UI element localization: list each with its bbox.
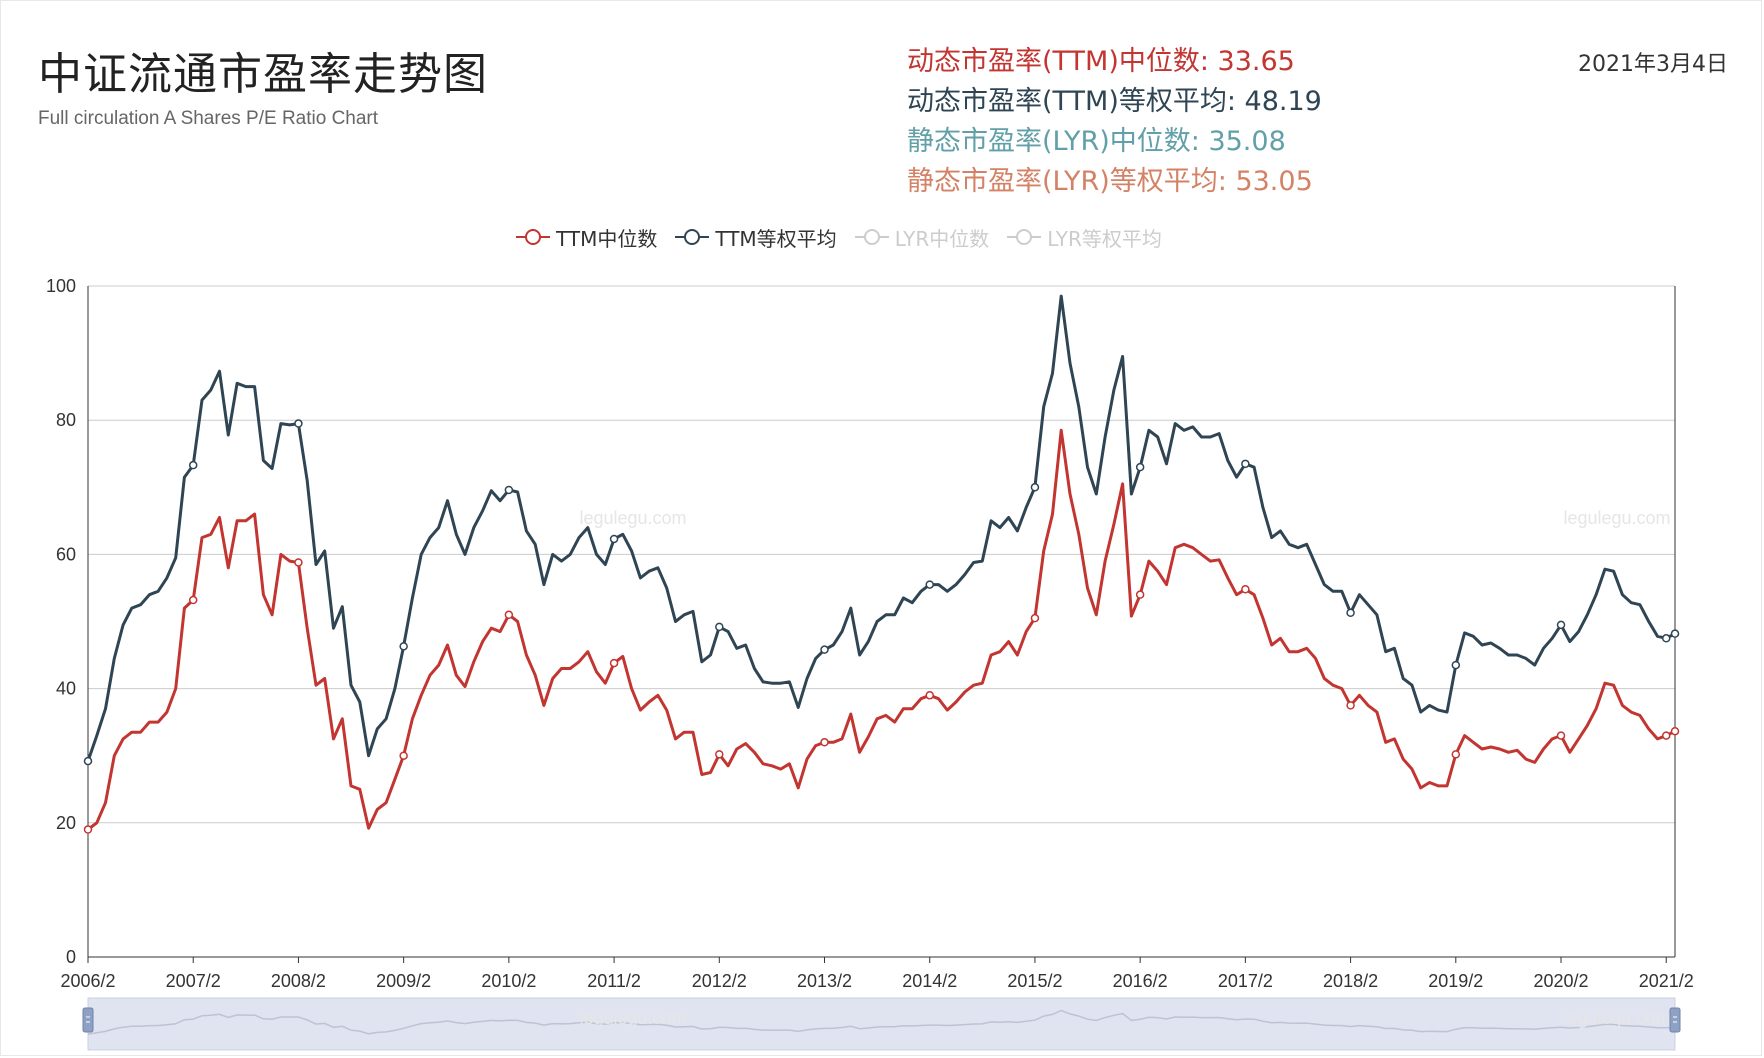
y-tick-label: 100 [46,276,76,296]
x-tick-label: 2017/2 [1218,971,1273,991]
x-tick-label: 2016/2 [1113,971,1168,991]
legend-line-circle-icon [516,229,550,245]
data-point [1451,660,1461,670]
x-tick-label: 2013/2 [797,971,852,991]
legend-item-ttm-median[interactable]: TTM中位数 [516,223,657,252]
data-point [1241,585,1250,594]
data-point [820,738,829,747]
data-point [83,756,93,766]
chart-title: 中证流通市盈率走势图 [38,49,488,100]
data-point [504,485,514,495]
x-tick-label: 2019/2 [1428,971,1483,991]
x-tick-label: 2014/2 [902,971,957,991]
watermark: legulegu.com [579,508,686,528]
summary-lyr-median: 静态市盈率(LYR)中位数: 35.08 [907,126,1286,157]
data-zoom-preview [87,1009,1676,1035]
legend-line-circle-icon [675,229,710,245]
legend-item-lyr-mean[interactable]: LYR等权平均 [1007,223,1162,252]
data-point [1346,701,1355,710]
legend-line-circle-icon [1007,229,1042,245]
data-point [1346,608,1355,618]
summary-stats: 动态市盈率(TTM)中位数: 33.65 动态市盈率(TTM)等权平均: 48.… [907,42,1322,202]
data-point [1661,731,1671,740]
data-point [1556,620,1566,630]
data-point [820,645,829,654]
y-tick-label: 20 [56,813,76,833]
y-tick-label: 60 [56,544,76,564]
legend-label: LYR等权平均 [1047,226,1162,251]
legend-item-ttm-mean[interactable]: TTM等权平均 [675,223,837,252]
data-point [609,658,619,668]
data-point [1135,590,1145,599]
data-point [925,580,934,589]
x-tick-label: 2006/2 [60,971,115,991]
data-point [83,825,93,834]
data-zoom-slider [87,997,1676,1051]
y-tick-label: 40 [56,679,76,699]
x-tick-label: 2007/2 [166,971,221,991]
chart-subtitle: Full circulation A Shares P/E Ratio Char… [38,108,379,129]
data-point [399,642,408,651]
data-point [294,558,303,567]
data-point [188,595,198,605]
data-point [1030,613,1040,623]
x-tick-label: 2009/2 [376,971,431,991]
summary-ttm-mean: 动态市盈率(TTM)等权平均: 48.19 [907,86,1322,117]
summary-lyr-mean: 静态市盈率(LYR)等权平均: 53.05 [907,166,1313,197]
watermark: legulegu.com [579,1008,686,1028]
y-tick-label: 0 [66,947,76,967]
legend-line-circle-icon [854,229,889,245]
watermark: legulegu.com [1563,1008,1670,1028]
data-point [1670,726,1680,736]
legend-label: TTM等权平均 [715,226,837,251]
data-point [399,751,408,760]
series-line [87,428,1676,831]
chart-legend: TTM中位数 TTM等权平均 LYR中位数 LYR等权平均 [516,222,1162,252]
legend-item-lyr-median[interactable]: LYR中位数 [854,223,990,252]
zoom-handle-left[interactable] [82,1007,94,1033]
data-point [715,750,724,759]
data-point [1135,462,1145,472]
watermark: legulegu.com [1563,508,1670,528]
data-point [1661,634,1671,643]
summary-ttm-median: 动态市盈率(TTM)中位数: 33.65 [907,46,1295,77]
x-tick-label: 2010/2 [481,971,536,991]
data-point [715,622,724,632]
x-tick-label: 2008/2 [271,971,326,991]
data-point [609,534,619,544]
series-line [86,294,1676,762]
x-tick-label: 2020/2 [1533,971,1588,991]
data-point [1030,483,1040,492]
x-tick-label: 2018/2 [1323,971,1378,991]
date-label: 2021年3月4日 [1578,52,1728,77]
legend-label: LYR中位数 [894,226,990,251]
data-point [504,610,514,620]
x-tick-label: 2015/2 [1007,971,1062,991]
data-point [925,691,934,700]
data-point [1670,629,1680,638]
x-tick-label: 2021/2 [1639,971,1694,991]
data-point [294,419,303,428]
x-tick-label: 2011/2 [587,971,641,991]
data-point [1451,750,1461,759]
x-tick-label: 2012/2 [692,971,747,991]
legend-label: TTM中位数 [556,226,658,251]
zoom-handle-right[interactable] [1669,1007,1681,1033]
data-point [1241,459,1250,469]
data-point [188,460,198,470]
data-point [1556,731,1566,740]
y-tick-label: 80 [56,410,76,430]
